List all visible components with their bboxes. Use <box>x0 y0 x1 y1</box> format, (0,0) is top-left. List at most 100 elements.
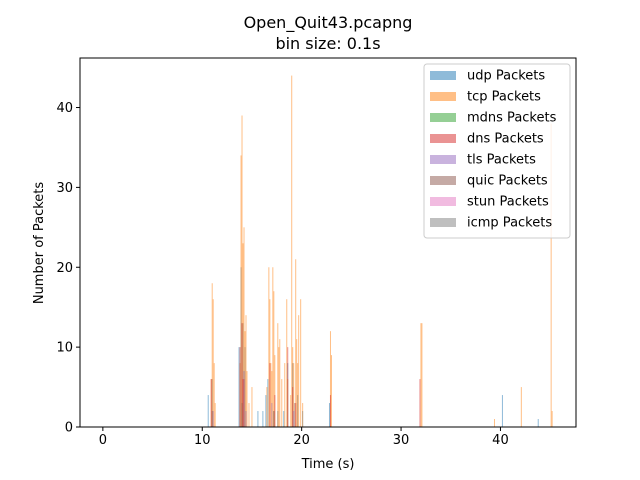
bar-series-1-point-45 <box>520 387 522 427</box>
bar-series-3-point-7 <box>287 347 289 427</box>
bar-series-5-point-1 <box>241 403 243 427</box>
bar-series-1-point-39 <box>302 403 304 427</box>
legend-box <box>423 63 571 239</box>
bar-series-3-point-1 <box>239 347 241 427</box>
y-tick-label-4: 40 <box>56 101 73 116</box>
legend-label-2: mdns Packets <box>467 111 557 126</box>
bar-series-0-point-17 <box>328 403 330 427</box>
legend-swatch-5 <box>430 176 456 185</box>
bar-series-1-point-35 <box>296 339 298 427</box>
bar-series-1-point-14 <box>251 387 253 427</box>
x-tick-label-3: 30 <box>393 433 410 448</box>
legend-swatch-3 <box>430 134 456 143</box>
y-tick-label-0: 0 <box>65 421 73 436</box>
legend-swatch-6 <box>430 197 456 206</box>
bar-series-0-point-7 <box>262 411 264 427</box>
bar-series-1-point-33 <box>293 363 295 427</box>
bar-series-0-point-9 <box>267 379 269 427</box>
legend-label-5: quic Packets <box>467 174 548 189</box>
legend-swatch-1 <box>430 92 456 101</box>
bar-series-1-point-47 <box>551 411 553 427</box>
legend-label-0: udp Packets <box>467 69 545 84</box>
bar-series-1-point-27 <box>284 363 286 427</box>
bar-series-0-point-12 <box>283 411 285 427</box>
bar-series-0-point-2 <box>238 347 240 427</box>
y-tick-label-1: 10 <box>56 341 73 356</box>
bar-series-1-point-18 <box>270 363 272 427</box>
bar-series-1-point-10 <box>244 331 246 427</box>
bar-series-3-point-0 <box>210 379 212 427</box>
bar-series-3-point-3 <box>242 379 244 427</box>
bar-series-3-point-8 <box>292 387 294 427</box>
bar-series-1-point-6 <box>240 155 242 427</box>
bar-series-1-point-19 <box>271 371 273 427</box>
bar-series-1-point-1 <box>211 283 213 427</box>
bar-series-3-point-10 <box>329 395 331 427</box>
bar-series-3-point-2 <box>241 323 243 427</box>
bar-series-1-point-11 <box>245 315 247 427</box>
x-tick-label-4: 40 <box>492 433 509 448</box>
bar-series-1-point-37 <box>298 315 300 427</box>
bar-series-5-point-3 <box>294 403 296 427</box>
bar-series-4-point-3 <box>271 403 273 427</box>
bar-series-1-point-38 <box>300 299 302 427</box>
plot-frame <box>79 57 577 428</box>
x-tick-label-1: 10 <box>194 433 211 448</box>
bar-series-5-point-2 <box>273 411 275 427</box>
bar-series-1-point-15 <box>266 387 268 427</box>
bar-series-1-point-25 <box>279 339 281 427</box>
y-tick-label-2: 20 <box>56 261 73 276</box>
bar-series-1-point-22 <box>274 355 276 427</box>
bar-series-1-point-46 <box>550 123 552 428</box>
chart-subtitle: bin size: 0.1s <box>275 34 380 53</box>
bar-series-1-point-3 <box>213 363 215 427</box>
bar-series-1-point-12 <box>246 371 248 427</box>
legend-label-1: tcp Packets <box>467 90 541 105</box>
x-tick-label-0: 0 <box>99 433 107 448</box>
bar-series-1-point-28 <box>286 299 288 427</box>
bar-series-0-point-19 <box>537 419 539 427</box>
legend-swatch-4 <box>430 155 456 164</box>
legend-label-4: tls Packets <box>467 153 536 168</box>
bar-series-0-point-18 <box>501 395 503 427</box>
legend: udp Packets tcp Packets mdns Packets dns Pa… <box>423 63 571 239</box>
bar-series-1-point-7 <box>241 115 243 427</box>
legend-label-3: dns Packets <box>467 132 544 147</box>
bar-series-1-point-40 <box>329 331 331 427</box>
bar-series-1-point-26 <box>281 379 283 427</box>
bar-series-1-point-20 <box>272 267 274 427</box>
bar-series-0-point-6 <box>257 411 259 427</box>
bar-series-1-point-24 <box>278 347 280 427</box>
bar-series-3-point-6 <box>274 395 276 427</box>
bar-series-1-point-9 <box>243 227 245 427</box>
legend-swatch-7 <box>430 218 456 227</box>
legend-label-7: icmp Packets <box>467 216 552 231</box>
bar-series-0-point-0 <box>207 395 209 427</box>
bar-series-1-point-4 <box>214 403 216 427</box>
legend-label-6: stun Packets <box>467 195 549 210</box>
bar-series-1-point-16 <box>268 267 270 427</box>
bar-series-1-point-43 <box>421 323 423 427</box>
bar-series-1-point-31 <box>291 75 293 427</box>
bar-series-4-point-4 <box>293 411 295 427</box>
bar-series-1-point-2 <box>212 299 214 427</box>
bar-series-1-point-41 <box>330 355 332 427</box>
bar-series-1-point-23 <box>277 323 279 427</box>
bar-series-1-point-36 <box>297 363 299 427</box>
bar-series-0-point-8 <box>265 395 267 427</box>
bar-series-1-point-34 <box>295 259 297 427</box>
bar-series-1-point-8 <box>242 243 244 427</box>
chart-title: Open_Quit43.pcapng <box>244 13 413 33</box>
bar-series-4-point-2 <box>245 411 247 427</box>
bar-series-3-point-11 <box>419 379 421 427</box>
bar-series-3-point-5 <box>269 363 271 427</box>
bar-series-3-point-9 <box>295 403 297 427</box>
bar-series-5-point-0 <box>211 411 213 427</box>
legend-swatch-0 <box>430 71 456 80</box>
y-tick-label-3: 30 <box>56 181 73 196</box>
y-axis-ticks: 0 10 20 30 40 <box>56 101 80 436</box>
bar-series-1-point-30 <box>290 395 292 427</box>
bar-series-1-point-44 <box>493 419 495 427</box>
x-tick-label-2: 20 <box>293 433 310 448</box>
